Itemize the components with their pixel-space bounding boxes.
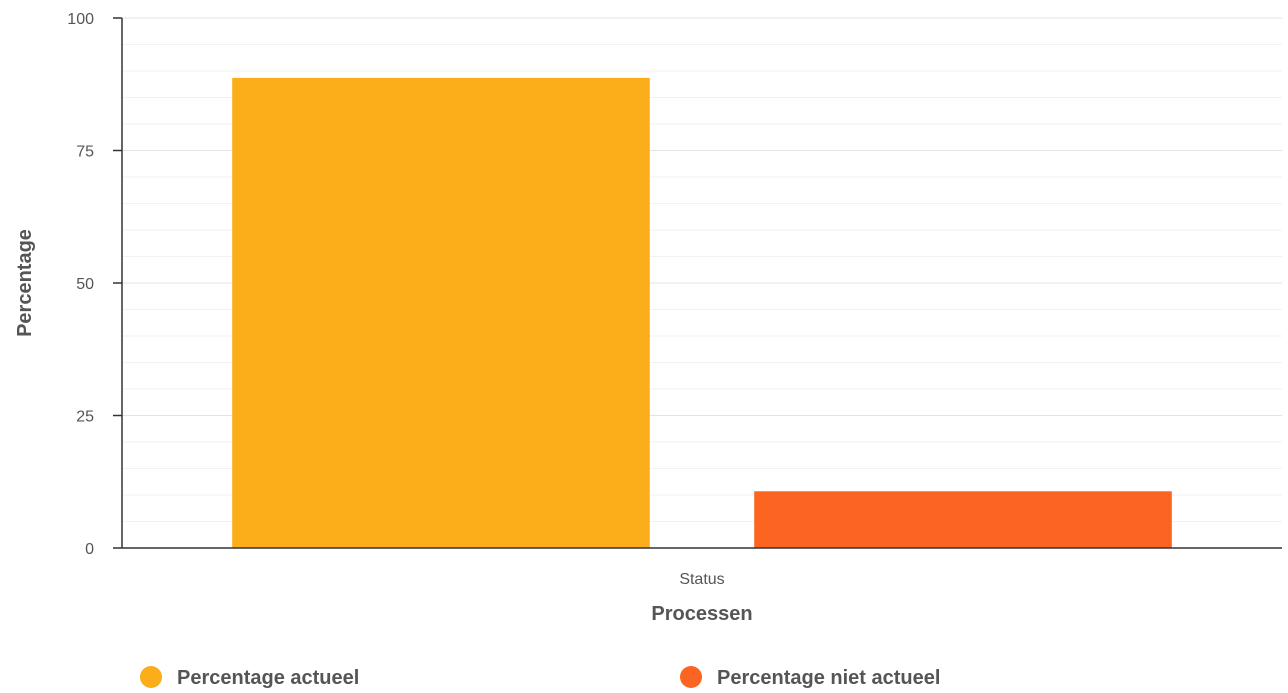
legend-marker (680, 666, 702, 688)
x-axis-title: Processen (651, 603, 752, 625)
y-tick-label: 0 (85, 541, 94, 558)
legend-marker (140, 666, 162, 688)
y-axis-ticks: 0 25 50 75 100 (67, 11, 122, 558)
legend-label: Percentage actueel (177, 667, 359, 689)
x-category-label: Status (679, 571, 724, 588)
y-axis-title: Percentage (14, 229, 36, 337)
legend-label: Percentage niet actueel (717, 667, 940, 689)
x-axis-categories: Status (679, 571, 724, 588)
y-tick-label: 50 (76, 276, 94, 293)
legend-item-percentage-actueel[interactable]: Percentage actueel (140, 666, 359, 689)
y-tick-label: 75 (76, 144, 94, 161)
bar-percentage-niet-actueel[interactable] (754, 491, 1172, 548)
y-tick-label: 100 (67, 11, 94, 28)
legend-item-percentage-niet-actueel[interactable]: Percentage niet actueel (680, 666, 940, 689)
legend: Percentage actueel Percentage niet actuee… (140, 666, 940, 689)
bar-percentage-actueel[interactable] (232, 77, 650, 548)
bars (232, 77, 1172, 548)
y-tick-label: 25 (76, 409, 94, 426)
